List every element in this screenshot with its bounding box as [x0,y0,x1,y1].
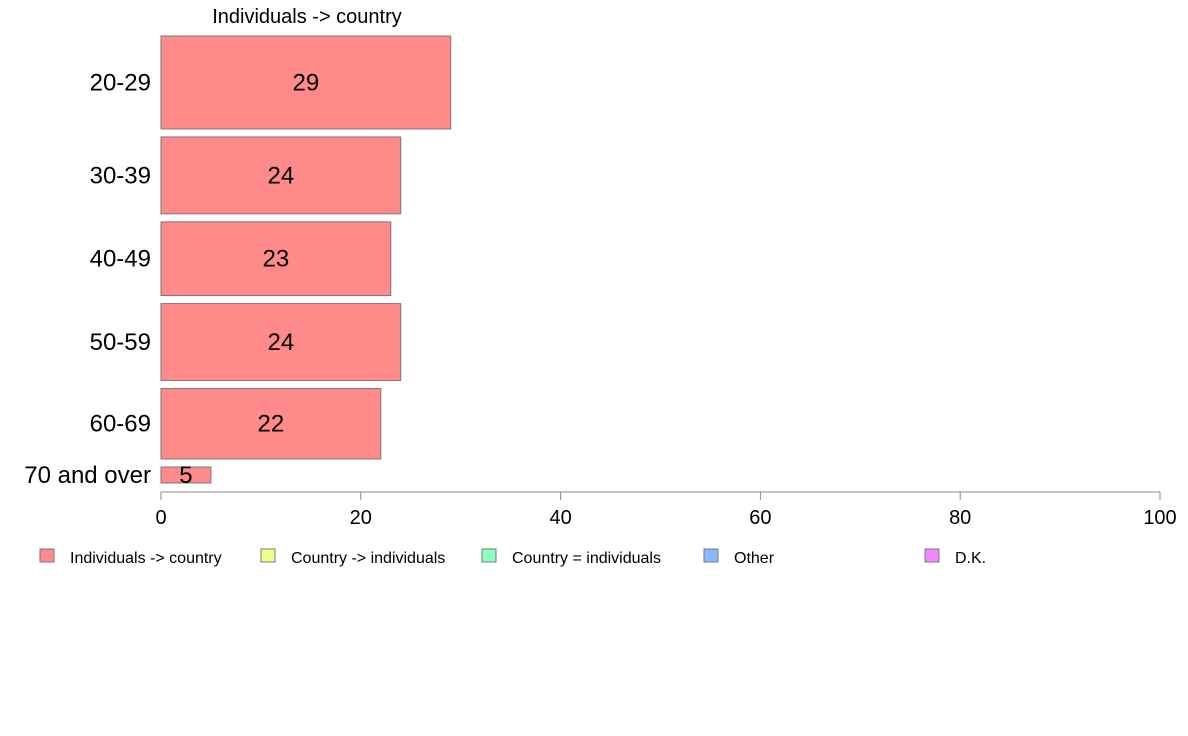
data-label: 24 [268,162,295,189]
data-label: 22 [258,411,285,438]
legend-label: D.K. [955,550,986,567]
x-tick-label: 40 [549,507,571,529]
bar-50-59 [160,303,402,381]
x-tick-label: 100 [1143,507,1176,529]
category-label: 40-49 [90,246,151,273]
category-label: 70 and over [24,462,151,489]
legend-item: Individuals -> country [39,548,222,567]
legend-label: Country -> individuals [291,550,445,567]
legend-item: Country = individuals [481,548,661,567]
bar-20-29 [160,35,452,130]
legend-item: D.K. [924,548,986,567]
data-label: 5 [179,462,192,489]
x-tick-label: 0 [155,507,166,529]
x-tick-label: 60 [749,507,771,529]
data-label: 23 [263,246,290,273]
category-label: 60-69 [90,411,151,438]
data-label: 24 [268,329,295,356]
legend-label: Other [734,550,775,567]
category-label: 20-29 [90,69,151,96]
bar-70-and-over [160,466,212,484]
legend-swatch [703,548,719,563]
bar-60-69 [160,387,382,460]
legend-swatch [924,548,940,563]
segment-header-label: Individuals -> country [212,6,402,28]
bar-30-39 [160,136,402,215]
data-label: 29 [293,69,320,96]
legend-item: Other [703,548,775,567]
legend-swatch [39,548,55,563]
legend-swatch [481,548,497,563]
legend-item: Country -> individuals [260,548,445,567]
category-label: 30-39 [90,162,151,189]
x-tick-label: 80 [949,507,971,529]
x-tick-label: 20 [350,507,372,529]
legend-label: Individuals -> country [70,550,222,567]
category-label: 50-59 [90,329,151,356]
bar-40-49 [160,221,392,297]
legend-swatch [260,548,276,563]
legend-label: Country = individuals [512,550,661,567]
